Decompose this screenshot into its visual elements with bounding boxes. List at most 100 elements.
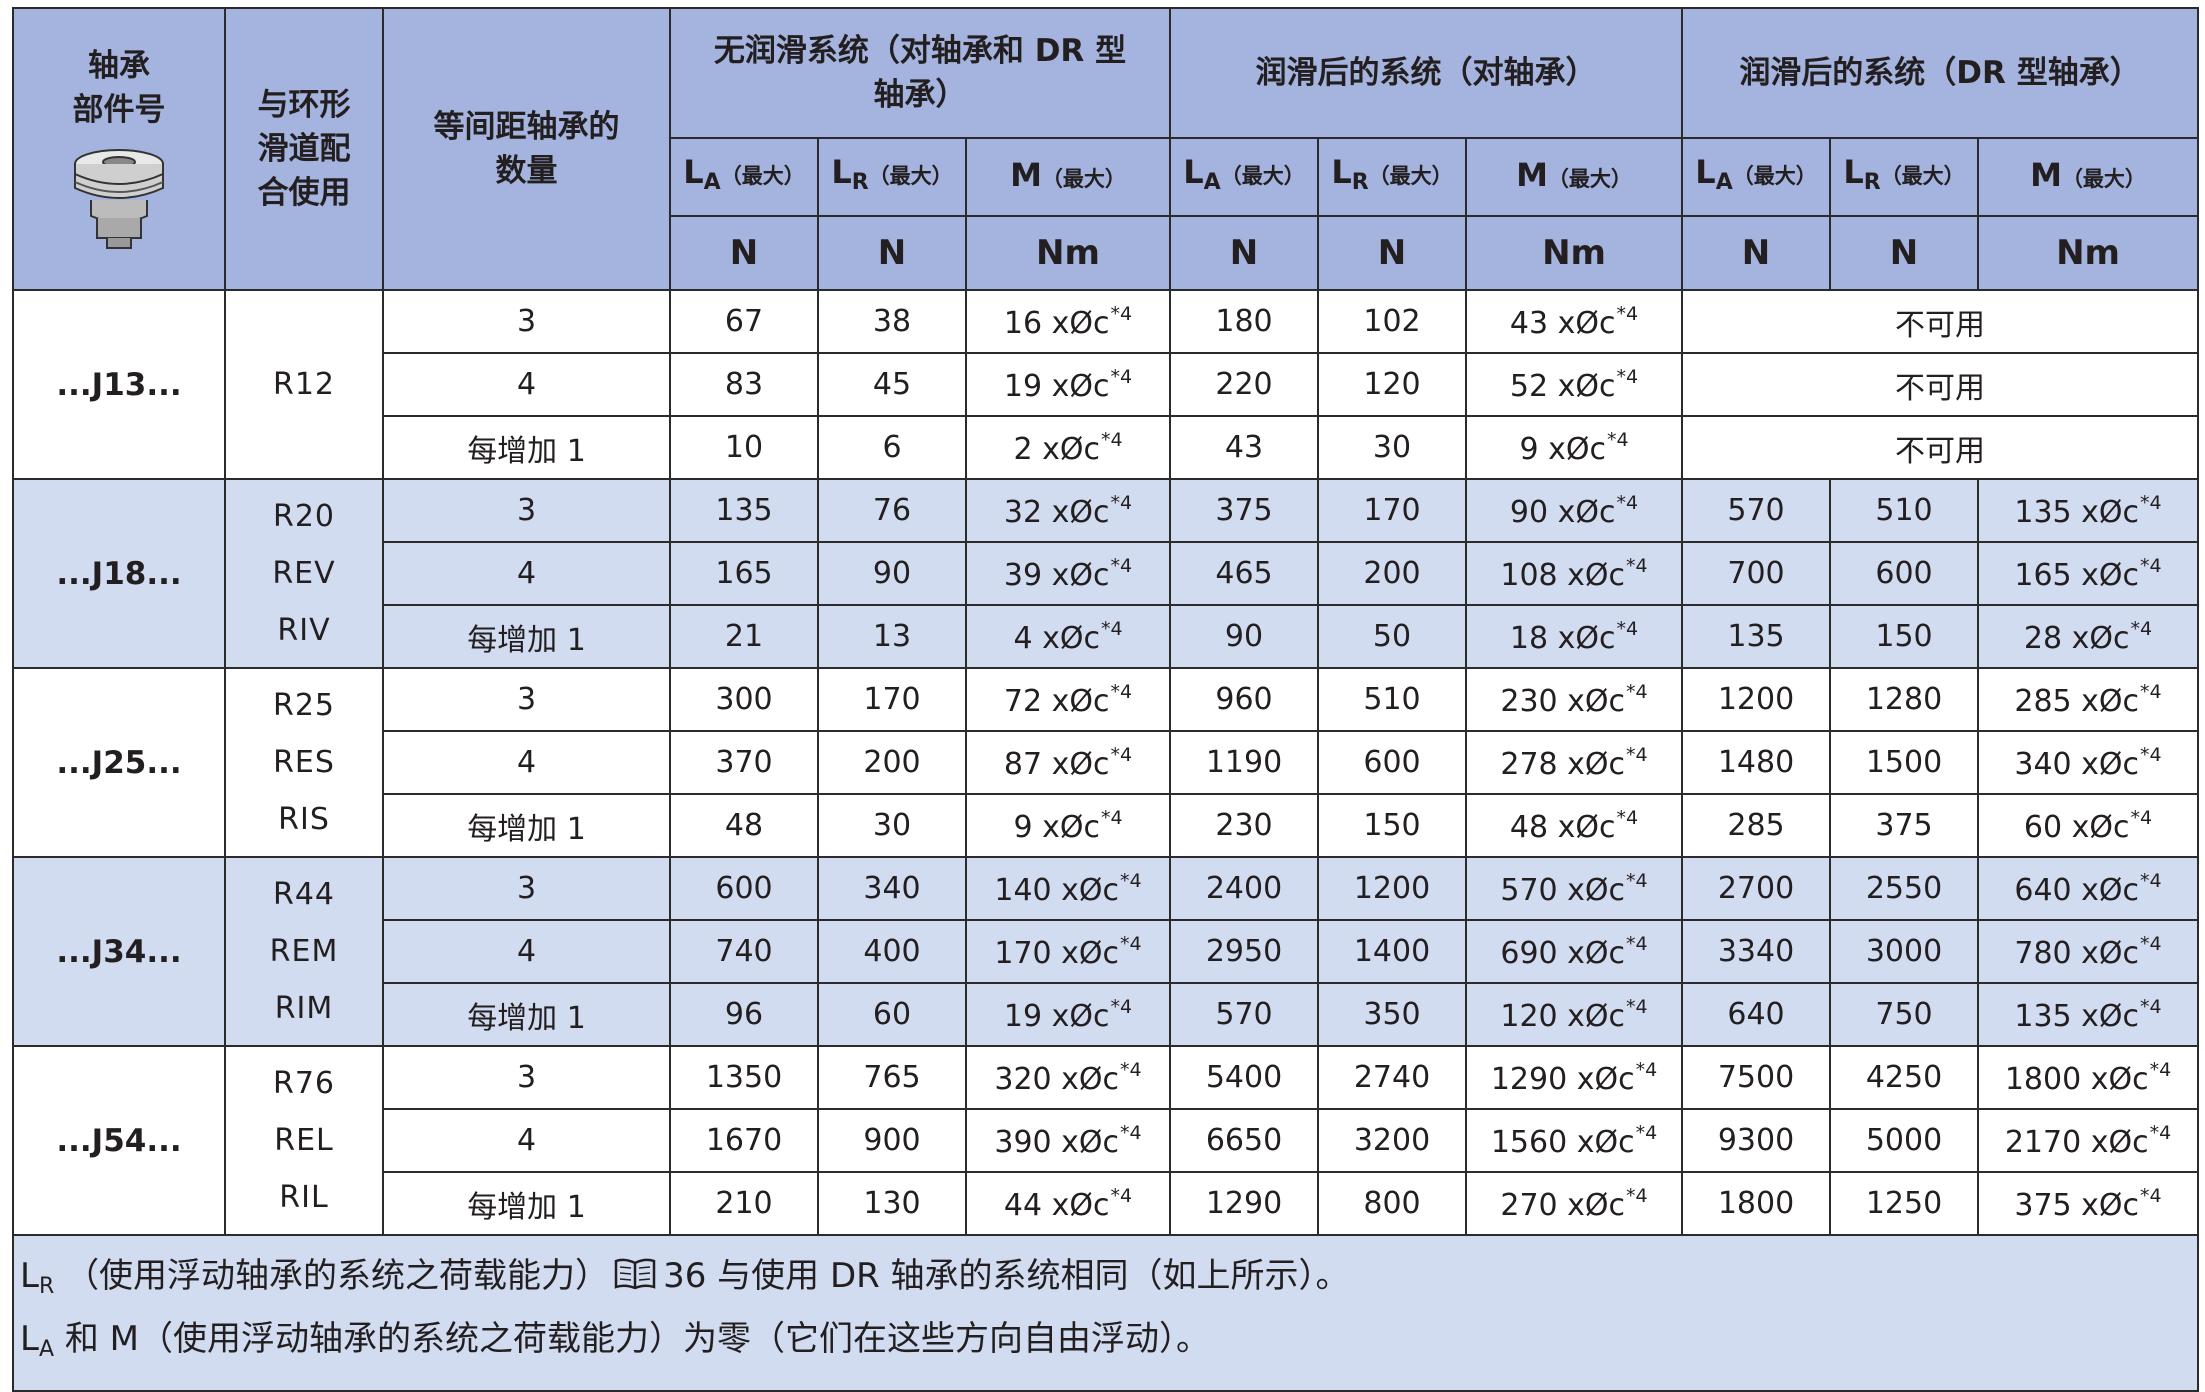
lub-m-cell: 108 xØc*4 (1464, 541, 1684, 606)
dr-m-cell: 340 xØc*4 (1977, 730, 2200, 795)
lub-lr-cell-value: 600 (1363, 745, 1421, 780)
lub-m-cell-value: 9 xØc (1519, 431, 1606, 467)
lub-la-cell-value: 2400 (1205, 871, 1283, 906)
dr-la-cell-value: 700 (1727, 556, 1785, 591)
unlub-lr-cell-value: 130 (863, 1186, 921, 1221)
unlub-la-cell: 83 (669, 352, 819, 417)
lub-lr-cell: 1200 (1317, 856, 1467, 921)
footnote-marker: *4 (1110, 1184, 1133, 1207)
load-capacity-table-container: 轴承 部件号 与环形 滑道配 合使用 等间距轴承的 (11, 7, 2200, 1392)
lub-lr-cell: 2740 (1317, 1045, 1467, 1110)
lub-lr-cell: 600 (1317, 730, 1467, 795)
lub-m-cell: 230 xØc*4 (1464, 667, 1684, 732)
unlub-lr-cell-value: 400 (863, 934, 921, 969)
header-lubricated-bearing-lr: LR（最大） (1317, 137, 1467, 217)
unlub-la-cell: 210 (669, 1171, 819, 1236)
ring-guide-label: R20 (272, 499, 336, 534)
footnote-marker: *4 (2130, 806, 2153, 829)
unlub-lr-cell: 130 (817, 1171, 967, 1236)
unlub-m-cell: 44 xØc*4 (965, 1171, 1171, 1236)
dr-not-available-cell: 不可用 (1681, 289, 2200, 354)
lub-la-cell: 1190 (1169, 730, 1319, 795)
dr-la-cell: 2700 (1681, 856, 1832, 921)
dr-m-cell-value: 285 xØc (2014, 683, 2140, 719)
unlub-la-cell: 1350 (669, 1045, 819, 1110)
footnote-marker: *4 (1120, 869, 1142, 892)
lub-m-cell: 270 xØc*4 (1464, 1171, 1684, 1236)
header-lubricated-bearing-la-symbol: L (1183, 152, 1204, 191)
unlub-la-cell-value: 10 (724, 430, 764, 465)
unlub-la-cell-value: 21 (724, 619, 764, 654)
lub-la-cell-value: 375 (1215, 493, 1273, 528)
unlub-la-cell-value: 67 (724, 304, 764, 339)
dr-la-cell-value: 3340 (1717, 934, 1795, 969)
lub-m-cell-value: 270 xØc (1500, 1187, 1626, 1223)
dr-la-cell: 285 (1681, 793, 1832, 858)
lub-lr-cell: 800 (1317, 1171, 1467, 1236)
footnote-marker: *4 (1110, 302, 1133, 325)
lub-la-cell: 43 (1169, 415, 1319, 480)
bearing-quantity-cell: 4 (382, 541, 671, 606)
unlub-la-cell-value: 48 (724, 808, 764, 843)
lub-la-cell: 2400 (1169, 856, 1319, 921)
part-number-cell: ...J13... (12, 289, 226, 480)
footnote-marker: *4 (1100, 806, 1123, 829)
footnote-marker: *4 (2130, 617, 2153, 640)
header-bearing-quantity: 等间距轴承的 数量 (382, 7, 671, 291)
unlub-la-cell-value: 83 (724, 367, 764, 402)
dr-lr-cell-value: 4250 (1865, 1060, 1943, 1095)
header-part-number: 轴承 部件号 (12, 7, 226, 291)
footnote-marker: *4 (1616, 806, 1639, 829)
ring-guide-label: RIS (278, 802, 330, 837)
note-line-1: LR （使用浮动轴承的系统之荷载能力） 36 与使用 DR 轴承的系统相同（如上所… (20, 1250, 2191, 1313)
unlub-lr-cell-value: 30 (872, 808, 912, 843)
table-row: ...J54... R76 REL RIL 3 1350 765 320 xØc*4 5400 2… (12, 1045, 2200, 1236)
lub-m-cell-value: 52 xØc (1509, 368, 1616, 404)
header-lubricated-dr-m-unit: Nm (1977, 215, 2200, 291)
table-row: ...J34... R44 REM RIM 3 600 340 140 xØc*4 2400 12… (12, 856, 2200, 1047)
unlub-la-cell: 740 (669, 919, 819, 984)
footnote-marker: *4 (1616, 365, 1639, 388)
note2-la-subscript: A (38, 1337, 55, 1362)
unlub-m-cell-value: 320 xØc (994, 1061, 1120, 1097)
dr-lr-cell-value: 5000 (1865, 1123, 1943, 1158)
header-group-unlubricated-line1: 无润滑系统（对轴承和 DR 型 (713, 33, 1127, 69)
lub-la-cell-value: 570 (1215, 997, 1273, 1032)
header-lubricated-dr-la-max: （最大） (1732, 163, 1817, 188)
header-unlubricated-la-subscript: A (703, 169, 721, 195)
dr-lr-cell: 2550 (1829, 856, 1980, 921)
dr-la-cell-value: 2700 (1717, 871, 1795, 906)
header-unlubricated-lr: LR（最大） (817, 137, 967, 217)
lub-m-cell-value: 1290 xØc (1490, 1061, 1635, 1097)
lub-m-cell-value: 278 xØc (1500, 746, 1626, 782)
bearing-quantity-cell: 每增加 1 (382, 1171, 671, 1236)
header-lubricated-dr-la: LA（最大） (1681, 137, 1832, 217)
unlub-m-cell-value: 72 xØc (1003, 683, 1110, 719)
lub-m-cell-value: 90 xØc (1509, 494, 1616, 530)
bearing-quantity-cell: 3 (382, 856, 671, 921)
unlub-lr-cell-value: 90 (872, 556, 912, 591)
dr-la-cell: 3340 (1681, 919, 1832, 984)
header-lubricated-bearing-m: M（最大） (1464, 137, 1684, 217)
unlub-m-cell-value: 16 xØc (1003, 305, 1110, 341)
footnote-marker: *4 (1635, 1121, 1658, 1144)
lub-lr-cell-value: 200 (1363, 556, 1421, 591)
dr-m-cell-value: 135 xØc (2014, 494, 2140, 530)
footnote-marker: *4 (2140, 1184, 2162, 1207)
footnote-marker: *4 (1626, 932, 1648, 955)
header-unit-row: N N Nm N N Nm N N Nm (13, 215, 2200, 291)
unlub-lr-cell: 200 (817, 730, 967, 795)
dr-m-cell-value: 2170 xØc (2004, 1124, 2149, 1160)
lub-m-cell: 43 xØc*4 (1464, 289, 1684, 354)
unlub-la-cell: 1670 (669, 1108, 819, 1173)
footnote-marker: *4 (1100, 617, 1123, 640)
unlub-lr-cell-value: 60 (872, 997, 912, 1032)
lub-la-cell: 1290 (1169, 1171, 1319, 1236)
unlub-la-cell: 67 (669, 289, 819, 354)
lub-lr-cell: 50 (1317, 604, 1467, 669)
note1-lr-subscript: R (38, 1274, 55, 1299)
unlub-m-cell: 2 xØc*4 (965, 415, 1171, 480)
lub-lr-cell: 150 (1317, 793, 1467, 858)
unlub-lr-cell: 76 (817, 478, 967, 543)
unlub-la-cell-value: 96 (724, 997, 764, 1032)
